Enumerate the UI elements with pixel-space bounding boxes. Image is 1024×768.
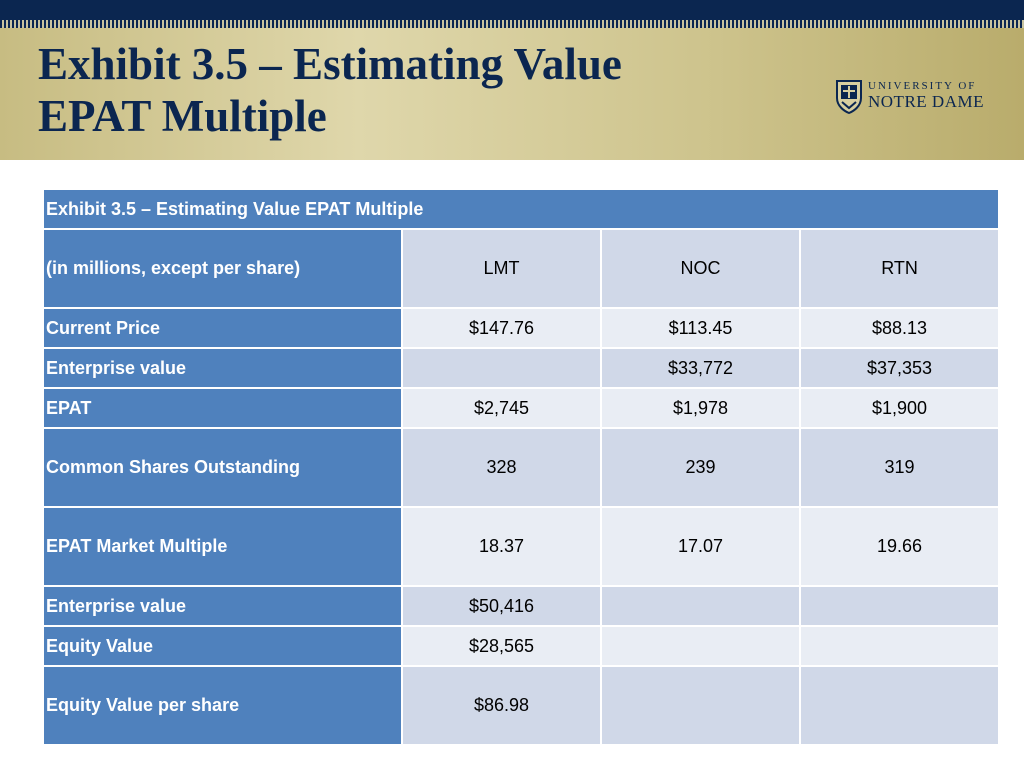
table-cell: $86.98: [401, 665, 602, 746]
table-cell: $1,978: [600, 387, 801, 429]
table-cell: [798, 625, 1001, 667]
row-label: Current Price: [42, 307, 403, 349]
table-cell: 319: [798, 427, 1001, 508]
slide-title-line2: EPAT Multiple: [38, 91, 327, 141]
table-row-equity-value-per-share: Equity Value per share $86.98: [42, 665, 1001, 746]
table-cell: $37,353: [798, 347, 1001, 389]
logo-line2: NOTRE DAME: [868, 92, 984, 111]
table-row-enterprise-value: Enterprise value $33,772 $37,353: [42, 347, 1001, 389]
table-row-epat: EPAT $2,745 $1,978 $1,900: [42, 387, 1001, 429]
table-cell: 18.37: [401, 506, 602, 587]
table-cell: $50,416: [401, 585, 602, 627]
shield-icon: [836, 80, 862, 114]
table-cell: [600, 625, 801, 667]
table-cell: $88.13: [798, 307, 1001, 349]
exhibit-table: Exhibit 3.5 – Estimating Value EPAT Mult…: [41, 188, 1001, 746]
table-cell: [798, 585, 1001, 627]
table-row-enterprise-value-2: Enterprise value $50,416: [42, 585, 1001, 627]
table-cell: [401, 347, 602, 389]
row-label: Enterprise value: [42, 347, 403, 389]
table-cell: $2,745: [401, 387, 602, 429]
slide-title: Exhibit 3.5 – Estimating Value EPAT Mult…: [38, 38, 798, 142]
table-caption: Exhibit 3.5 – Estimating Value EPAT Mult…: [41, 188, 1001, 230]
row-label: EPAT: [42, 387, 403, 429]
column-header-rtn: RTN: [798, 228, 1001, 309]
table-cell: $113.45: [600, 307, 801, 349]
row-label: Common Shares Outstanding: [42, 427, 403, 508]
row-label: Equity Value per share: [42, 665, 403, 746]
top-bar: [0, 0, 1024, 20]
row-label: Equity Value: [42, 625, 403, 667]
column-header-noc: NOC: [600, 228, 801, 309]
table-caption-row: Exhibit 3.5 – Estimating Value EPAT Mult…: [41, 188, 1001, 230]
table-row-shares-outstanding: Common Shares Outstanding 328 239 319: [42, 427, 1001, 508]
table-row-epat-multiple: EPAT Market Multiple 18.37 17.07 19.66: [42, 506, 1001, 587]
row-label: EPAT Market Multiple: [42, 506, 403, 587]
slide-title-line1: Exhibit 3.5 – Estimating Value: [38, 39, 622, 89]
row-label: Enterprise value: [42, 585, 403, 627]
table-cell: 239: [600, 427, 801, 508]
table-cell: 19.66: [798, 506, 1001, 587]
table-cell: $147.76: [401, 307, 602, 349]
table-cell: [798, 665, 1001, 746]
table-cell: $33,772: [600, 347, 801, 389]
table-cell: [600, 585, 801, 627]
column-header-lmt: LMT: [401, 228, 602, 309]
top-stripe: [0, 20, 1024, 28]
table-cell: [600, 665, 801, 746]
column-header-units: (in millions, except per share): [42, 228, 403, 309]
table-row-current-price: Current Price $147.76 $113.45 $88.13: [42, 307, 1001, 349]
table-cell: 328: [401, 427, 602, 508]
table-cell: 17.07: [600, 506, 801, 587]
table-cell: $28,565: [401, 625, 602, 667]
university-logo: UNIVERSITY OF NOTRE DAME: [836, 80, 996, 118]
logo-line1: UNIVERSITY OF: [868, 80, 977, 92]
table-cell: $1,900: [798, 387, 1001, 429]
table-row-equity-value: Equity Value $28,565: [42, 625, 1001, 667]
table-header-row: (in millions, except per share) LMT NOC …: [42, 228, 1001, 309]
